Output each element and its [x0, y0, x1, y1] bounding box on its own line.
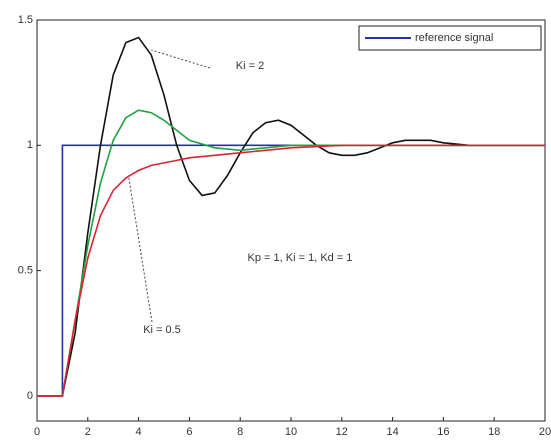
y-tick-label: 0.5: [18, 265, 33, 277]
x-tick-label: 4: [136, 426, 142, 438]
annotation: Kp = 1, Ki = 1, Kd = 1: [248, 252, 353, 264]
plot-frame: [37, 20, 545, 421]
x-tick-label: 6: [186, 426, 192, 438]
x-tick-label: 8: [237, 426, 243, 438]
y-tick-label: 1.5: [18, 14, 33, 26]
x-tick-label: 18: [488, 426, 500, 438]
chart: 0 2 4 6 8 10 12 14 16 18 20 0 0.5 1 1.5 reference signa…: [0, 0, 551, 442]
y-tick-label: 1: [27, 139, 33, 151]
y-tick-label: 0: [27, 390, 33, 402]
x-tick-label: 10: [285, 426, 297, 438]
x-tick-label: 16: [437, 426, 449, 438]
x-tick-label: 2: [85, 426, 91, 438]
x-tick-label: 0: [34, 426, 40, 438]
annotation: Ki = 0.5: [143, 324, 181, 336]
x-tick-label: 20: [539, 426, 551, 438]
x-tick-label: 12: [336, 426, 348, 438]
annotation: Ki = 2: [236, 60, 264, 72]
x-tick-label: 14: [386, 426, 398, 438]
legend-label: reference signal: [415, 32, 493, 44]
page: {"chart_data": {"type": "line", "xlim": …: [0, 0, 551, 442]
